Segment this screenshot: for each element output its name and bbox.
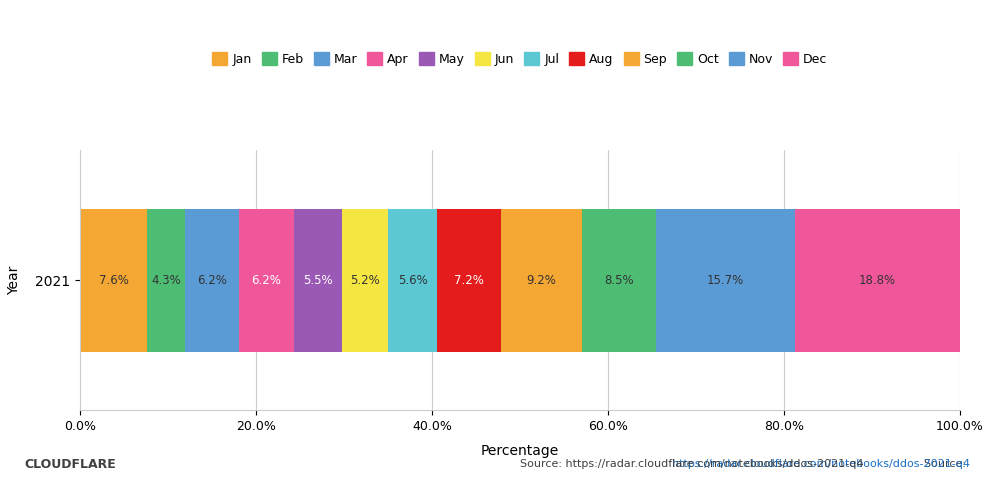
Text: 15.7%: 15.7% [707,274,744,286]
Bar [185,208,239,352]
Bar [80,208,147,352]
Legend: Jan, Feb, Mar, Apr, May, Jun, Jul, Aug, Sep, Oct, Nov, Dec: Jan, Feb, Mar, Apr, May, Jun, Jul, Aug, … [207,47,833,70]
Bar [795,208,960,352]
Text: 7.2%: 7.2% [454,274,484,286]
Bar [294,208,342,352]
Bar [437,208,501,352]
Text: 6.2%: 6.2% [197,274,227,286]
Bar [147,208,185,352]
Bar [239,208,294,352]
Bar [501,208,582,352]
Bar [388,208,437,352]
Text: Source: https://radar.cloudflare.com/notebooks/ddos-2021-q4: Source: https://radar.cloudflare.com/not… [520,459,864,469]
Text: CLOUDFLARE: CLOUDFLARE [24,458,116,471]
Text: 4.3%: 4.3% [151,274,181,286]
Text: 5.5%: 5.5% [303,274,333,286]
Text: 7.6%: 7.6% [99,274,128,286]
Text: 8.5%: 8.5% [604,274,634,286]
Text: 5.2%: 5.2% [350,274,380,286]
Bar [342,208,388,352]
Bar [582,208,656,352]
Bar [656,208,795,352]
Y-axis label: Year: Year [7,266,21,294]
Text: 6.2%: 6.2% [252,274,281,286]
Text: 5.6%: 5.6% [398,274,428,286]
X-axis label: Percentage: Percentage [481,444,559,458]
Text: 9.2%: 9.2% [526,274,556,286]
Text: Network-Layer DDoS Attacks: Distribution by month: Network-Layer DDoS Attacks: Distribution… [30,40,686,60]
Text: 18.8%: 18.8% [859,274,896,286]
Text: https://radar.cloudflare.com/notebooks/ddos-2021-q4: https://radar.cloudflare.com/notebooks/d… [644,459,970,469]
Text: Source:: Source: [924,459,970,469]
